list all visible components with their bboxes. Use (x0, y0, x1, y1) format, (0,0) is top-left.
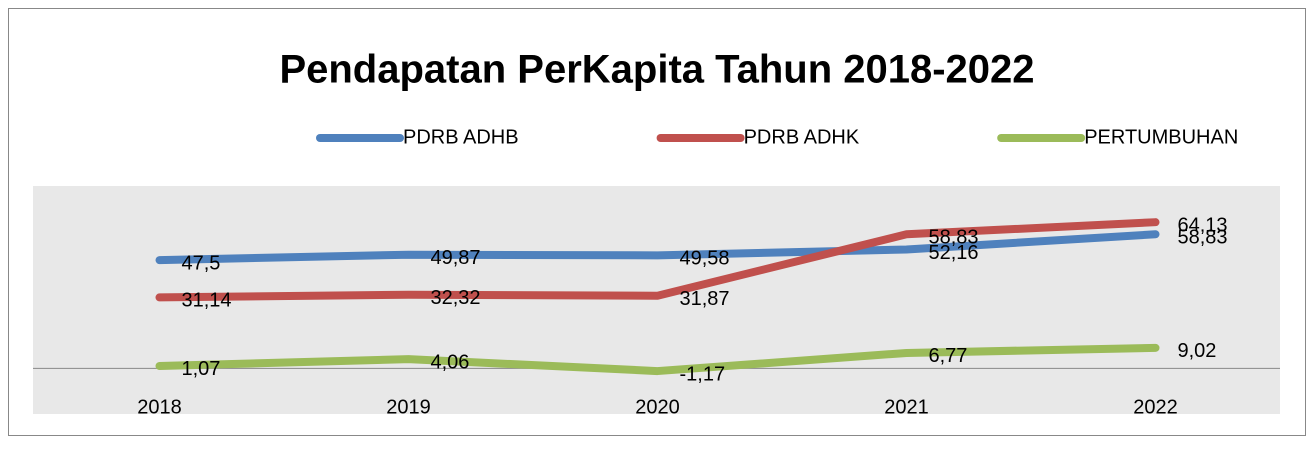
data-label: 47,5 (182, 252, 221, 274)
data-label: 32,32 (431, 287, 481, 309)
series-line (155, 218, 1160, 302)
legend-label: PDRB ADHB (403, 126, 519, 148)
data-label: 6,77 (929, 345, 968, 367)
data-label: 58,83 (929, 227, 979, 249)
chart-title: Pendapatan PerKapita Tahun 2018-2022 (279, 48, 1034, 92)
x-tick-label: 2022 (1133, 396, 1178, 418)
data-label: -1,17 (680, 363, 726, 385)
x-tick-label: 2018 (137, 396, 182, 418)
data-label: 9,02 (1178, 340, 1217, 362)
data-label: 31,14 (182, 290, 232, 312)
data-label: 49,87 (431, 247, 481, 269)
data-label: 1,07 (182, 358, 221, 380)
data-label: 4,06 (431, 351, 470, 373)
x-tick-label: 2019 (386, 396, 431, 418)
series-line (155, 343, 1160, 376)
series-line (155, 230, 1160, 265)
data-label: 52,16 (929, 242, 979, 264)
data-label: 49,58 (680, 248, 730, 270)
data-label: 58,83 (1178, 227, 1228, 249)
x-tick-label: 2021 (884, 396, 929, 418)
legend-label: PERTUMBUHAN (1084, 126, 1238, 148)
data-label: 31,87 (680, 288, 730, 310)
x-tick-label: 2020 (635, 396, 680, 418)
data-label: 64,13 (1178, 214, 1228, 236)
legend-label: PDRB ADHK (744, 126, 860, 148)
